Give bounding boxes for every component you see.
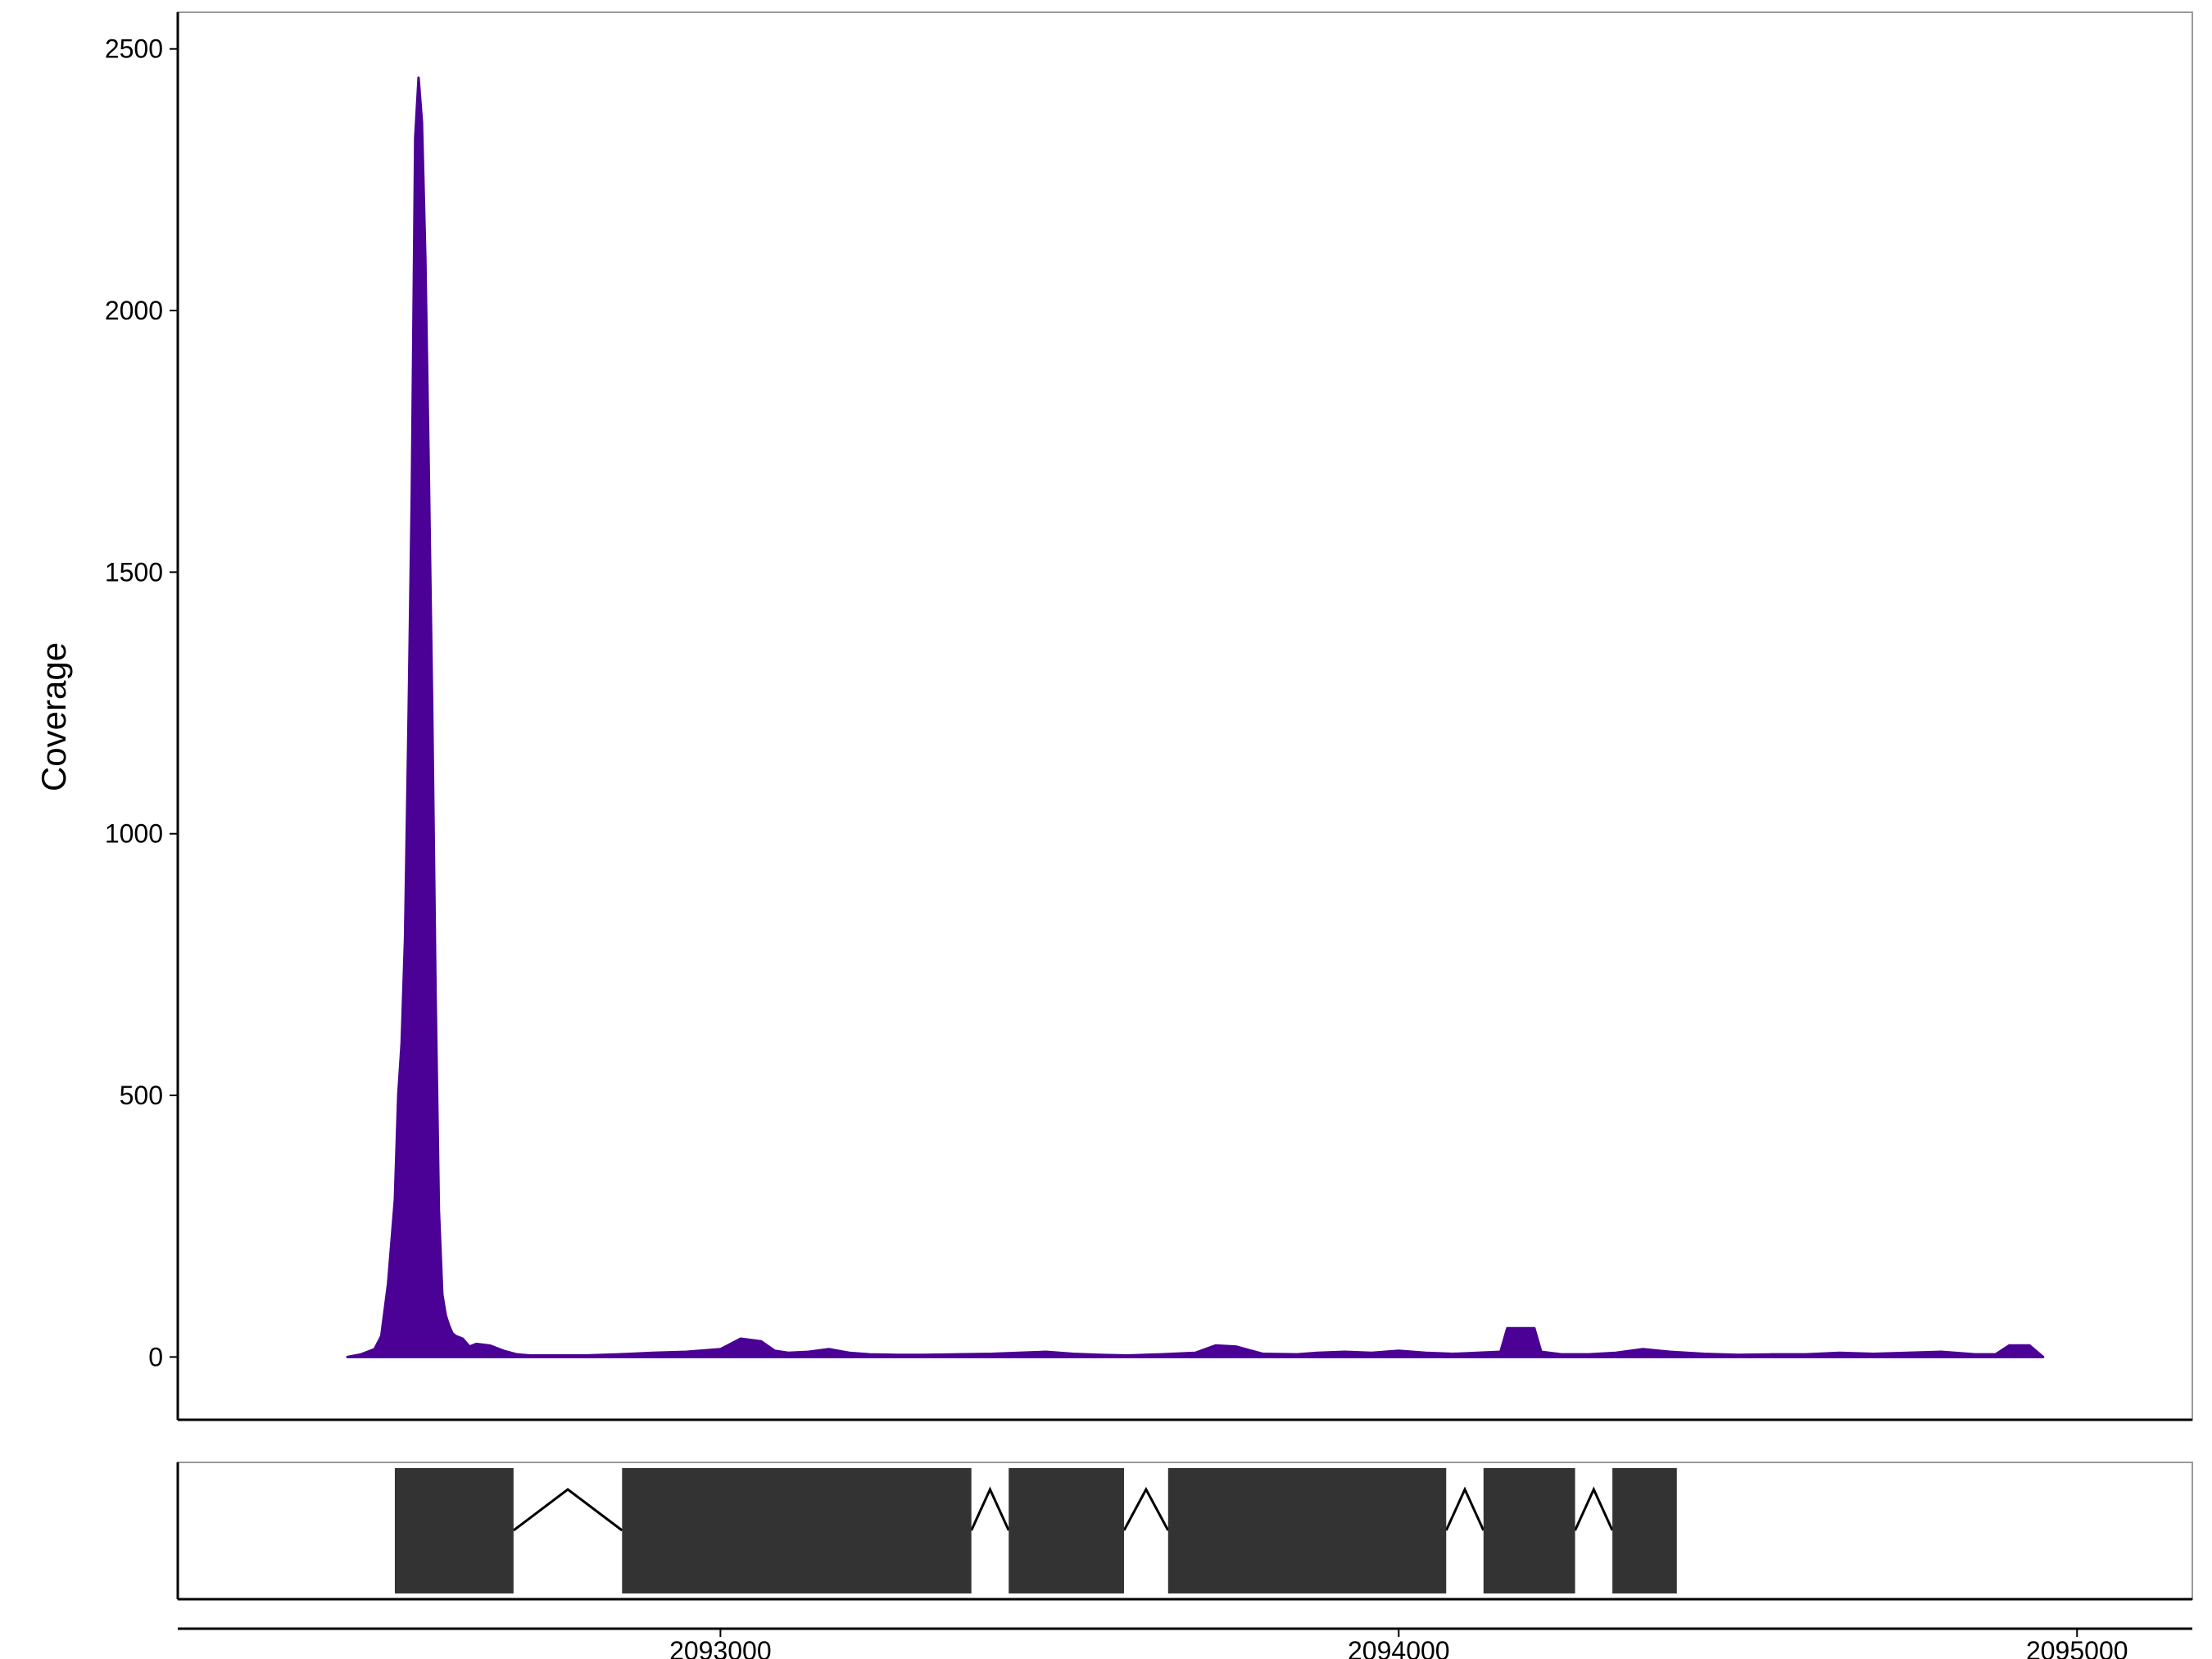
panel-border	[177, 11, 2193, 1421]
intron-line	[512, 1488, 623, 1532]
x-tick-label: 2093000	[669, 1636, 772, 1659]
exon-block	[1167, 1468, 1447, 1593]
y-tick-label: 2500	[105, 34, 163, 64]
intron-line	[1444, 1486, 1485, 1531]
exon-block	[1009, 1468, 1124, 1593]
exon-block	[394, 1468, 514, 1593]
y-axis: 0 500 1000 1500 2000 2500	[105, 34, 178, 1371]
coverage-panel	[176, 11, 2193, 1421]
exon-block	[622, 1468, 972, 1593]
gene-track-panel	[176, 1462, 2193, 1601]
y-tick-label: 0	[148, 1342, 163, 1371]
y-tick-label: 1500	[105, 557, 163, 587]
x-tick-label: 2094000	[1348, 1636, 1450, 1659]
intron-line	[970, 1486, 1010, 1531]
coverage-area	[346, 76, 2045, 1358]
x-tick-label: 2095000	[2026, 1636, 2128, 1659]
intron-line	[1122, 1486, 1170, 1531]
exon-block	[1612, 1468, 1677, 1593]
y-axis-title: Coverage	[34, 642, 73, 791]
intron-line	[1574, 1486, 1614, 1531]
y-tick-label: 500	[120, 1081, 163, 1110]
exon-block	[1483, 1468, 1575, 1593]
y-tick-label: 2000	[105, 296, 163, 325]
y-tick-label: 1000	[105, 819, 163, 849]
x-axis: 2093000 2094000 2095000	[178, 1627, 2192, 1659]
